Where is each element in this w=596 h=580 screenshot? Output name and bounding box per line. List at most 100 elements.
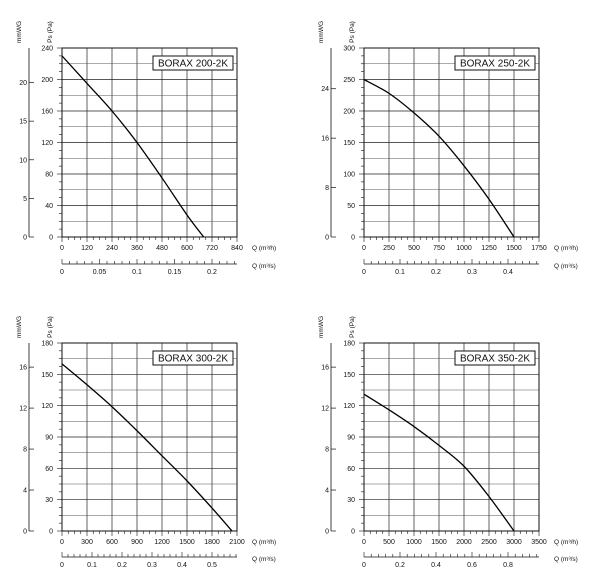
performance-curve-line bbox=[61, 363, 233, 532]
y-axis-title-pa: Ps (Pa) bbox=[349, 316, 356, 338]
y-axis-title-mmwg: mmWG bbox=[16, 21, 23, 43]
y-tick-label-pa: 180 bbox=[41, 341, 53, 348]
x-tick-label-m3h: 3500 bbox=[531, 539, 547, 546]
y-axis-title-mmwg: mmWG bbox=[318, 316, 325, 338]
x-tick-label-m3h: 120 bbox=[81, 245, 93, 252]
mmwg-tick-label: 12 bbox=[19, 406, 27, 413]
model-label: BORAX 200-2K bbox=[158, 59, 228, 70]
y-axis-title-pa: Ps (Pa) bbox=[349, 21, 356, 43]
model-label-box bbox=[454, 55, 536, 71]
y-tick-label-pa: 100 bbox=[343, 172, 355, 179]
model-label-box bbox=[152, 350, 234, 366]
mmwg-tick-label: 16 bbox=[321, 136, 329, 143]
x-tick-label-m3s: 0.5 bbox=[207, 562, 217, 569]
y-tick-label-pa: 90 bbox=[347, 435, 355, 442]
x-tick-label-m3s: 0.4 bbox=[503, 269, 513, 276]
x-tick-label-m3h: 480 bbox=[156, 245, 168, 252]
chart-panel-borax-200-2k: 0 40 80 120 160 200 240 0 5 10 15 20 mmWG Ps (Pa) 0 120… bbox=[16, 21, 276, 276]
mmwg-tick-label: 24 bbox=[321, 86, 329, 93]
x-tick-label-m3h: 0 bbox=[362, 539, 366, 546]
x-tick-label-m3h: 2100 bbox=[229, 539, 245, 546]
mmwg-tick-label: 16 bbox=[321, 365, 329, 372]
mmwg-tick-label: 8 bbox=[325, 447, 329, 454]
mmwg-tick-label: 15 bbox=[19, 119, 27, 126]
x-tick-label-m3h: 600 bbox=[181, 245, 193, 252]
mmwg-tick-label: 16 bbox=[19, 365, 27, 372]
x-tick-label-m3s: 0.4 bbox=[177, 562, 187, 569]
x-tick-label-m3h: 750 bbox=[433, 245, 445, 252]
chart-panel-borax-350-2k: 0 30 60 90 120 150 180 0 4 8 12 16 mmWG Ps (Pa) 0 500 10… bbox=[318, 316, 578, 569]
y-axis-title-mmwg: mmWG bbox=[318, 21, 325, 43]
x-tick-label-m3h: 240 bbox=[106, 245, 118, 252]
x-axis-title-m3s: Q (m³/s) bbox=[554, 556, 578, 563]
mmwg-tick-label: 12 bbox=[321, 406, 329, 413]
x-tick-label-m3s: 0.05 bbox=[93, 269, 107, 276]
y-tick-label-pa: 160 bbox=[41, 109, 53, 116]
x-tick-label-m3s: 0.1 bbox=[395, 269, 405, 276]
y-tick-label-pa: 90 bbox=[45, 435, 53, 442]
x-tick-label-m3h: 0 bbox=[362, 245, 366, 252]
x-axis-title-m3h: Q (m³/h) bbox=[554, 245, 578, 252]
x-tick-label-m3h: 1500 bbox=[431, 539, 447, 546]
mmwg-tick-label: 0 bbox=[325, 529, 329, 536]
x-tick-label-m3s: 0 bbox=[362, 562, 366, 569]
y-tick-label-pa: 40 bbox=[45, 203, 53, 210]
x-tick-label-m3h: 0 bbox=[60, 539, 64, 546]
x-axis-title-m3s: Q (m³/s) bbox=[252, 263, 276, 270]
y-tick-label-pa: 250 bbox=[343, 77, 355, 84]
x-tick-label-m3h: 2000 bbox=[456, 539, 472, 546]
x-tick-label-m3h: 900 bbox=[131, 539, 143, 546]
x-tick-label-m3h: 500 bbox=[408, 245, 420, 252]
y-axis-title-pa: Ps (Pa) bbox=[47, 316, 54, 338]
model-label-box bbox=[152, 55, 234, 71]
x-tick-label-m3s: 0.1 bbox=[87, 562, 97, 569]
mmwg-tick-label: 0 bbox=[23, 529, 27, 536]
mmwg-tick-label: 8 bbox=[325, 185, 329, 192]
x-tick-label-m3h: 1500 bbox=[179, 539, 195, 546]
x-tick-label-m3h: 500 bbox=[383, 539, 395, 546]
model-label-box bbox=[454, 350, 536, 366]
chart-panel-borax-250-2k: 0 50 100 150 200 250 300 0 8 16 24 mmWG Ps (Pa) 0 250 5… bbox=[318, 21, 578, 276]
y-tick-label-pa: 60 bbox=[45, 466, 53, 473]
x-tick-label-m3s: 0.3 bbox=[147, 562, 157, 569]
y-tick-label-pa: 200 bbox=[343, 109, 355, 116]
y-tick-label-pa: 150 bbox=[343, 372, 355, 379]
y-tick-label-pa: 80 bbox=[45, 172, 53, 179]
x-tick-label-m3s: 0 bbox=[60, 269, 64, 276]
x-tick-label-m3s: 0.3 bbox=[467, 269, 477, 276]
x-tick-label-m3h: 250 bbox=[383, 245, 395, 252]
y-tick-label-pa: 240 bbox=[41, 46, 53, 53]
x-tick-label-m3h: 1000 bbox=[456, 245, 472, 252]
performance-curve-line bbox=[61, 55, 205, 238]
y-tick-label-pa: 0 bbox=[351, 235, 355, 242]
model-label: BORAX 350-2K bbox=[460, 354, 530, 365]
x-tick-label-m3s: 0.2 bbox=[395, 562, 405, 569]
y-tick-label-pa: 0 bbox=[49, 529, 53, 536]
x-tick-label-m3s: 0.1 bbox=[132, 269, 142, 276]
x-axis-title-m3s: Q (m³/s) bbox=[252, 556, 276, 563]
performance-curve-line bbox=[363, 393, 515, 532]
y-tick-label-pa: 60 bbox=[347, 466, 355, 473]
x-tick-label-m3s: 0.2 bbox=[207, 269, 217, 276]
y-tick-label-pa: 50 bbox=[347, 203, 355, 210]
x-tick-label-m3s: 0.2 bbox=[431, 269, 441, 276]
y-tick-label-pa: 30 bbox=[45, 497, 53, 504]
x-tick-label-m3s: 0.8 bbox=[503, 562, 513, 569]
y-tick-label-pa: 150 bbox=[343, 140, 355, 147]
y-tick-label-pa: 0 bbox=[49, 235, 53, 242]
y-tick-label-pa: 120 bbox=[41, 140, 53, 147]
mmwg-tick-label: 20 bbox=[19, 80, 27, 87]
x-tick-label-m3h: 360 bbox=[131, 245, 143, 252]
y-tick-label-pa: 120 bbox=[41, 403, 53, 410]
x-tick-label-m3h: 1750 bbox=[531, 245, 547, 252]
y-axis-title-pa: Ps (Pa) bbox=[47, 21, 54, 43]
y-tick-label-pa: 180 bbox=[343, 341, 355, 348]
model-label: BORAX 250-2K bbox=[460, 59, 530, 70]
x-tick-label-m3s: 0.2 bbox=[117, 562, 127, 569]
mmwg-tick-label: 0 bbox=[325, 235, 329, 242]
y-tick-label-pa: 30 bbox=[347, 497, 355, 504]
x-tick-label-m3h: 600 bbox=[106, 539, 118, 546]
mmwg-tick-label: 0 bbox=[23, 235, 27, 242]
